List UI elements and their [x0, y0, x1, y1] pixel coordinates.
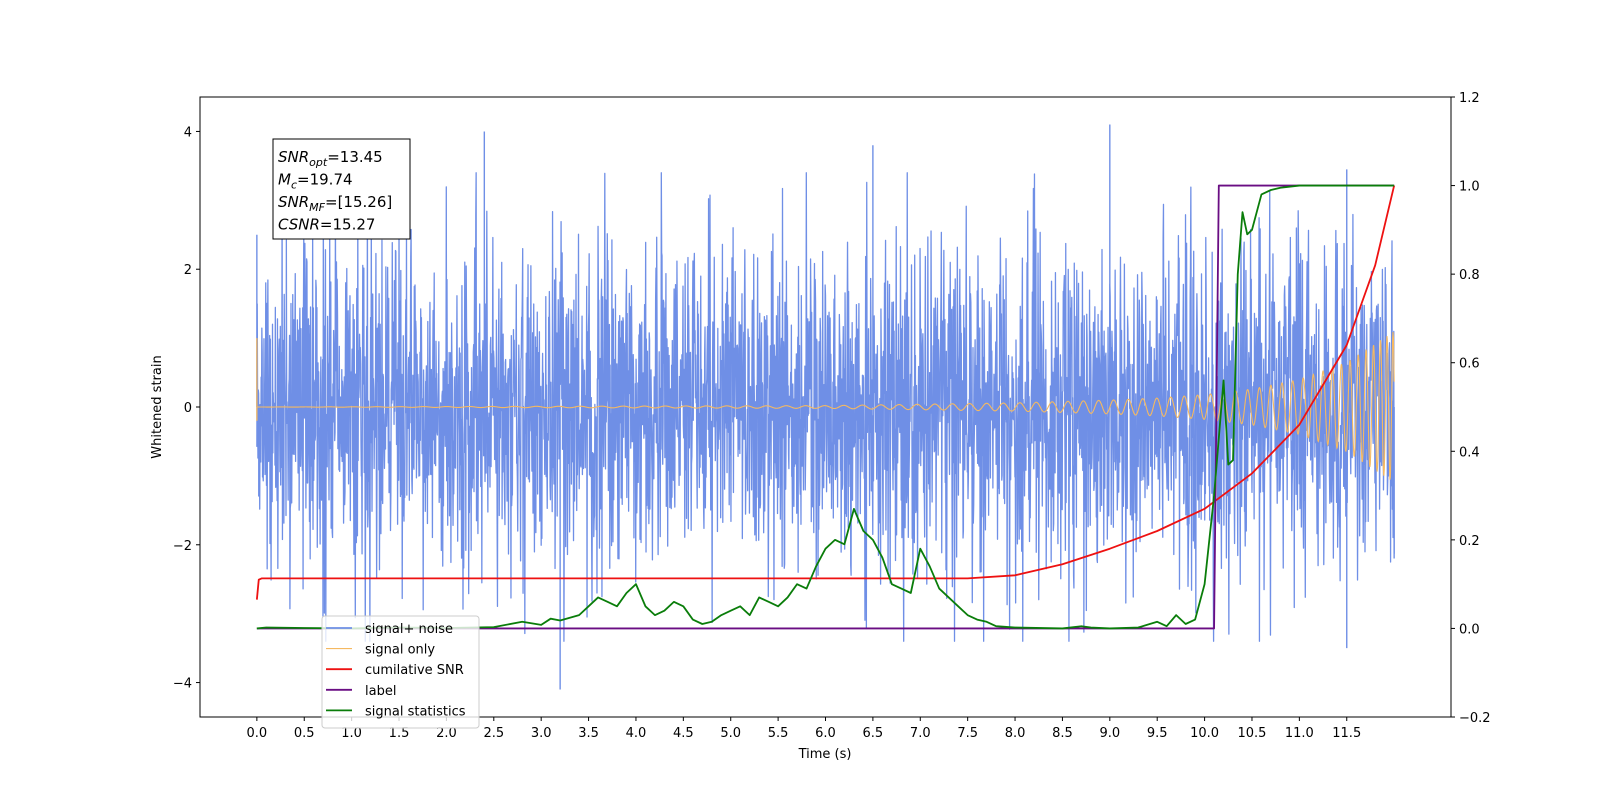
series-signal-noise-line [256, 172, 1395, 642]
x-tick-label: 6.5 [863, 726, 884, 741]
x-tick-label: 6.0 [815, 726, 836, 741]
x-tick-label: 11.5 [1332, 726, 1361, 741]
y2-tick-label: 1.0 [1459, 180, 1480, 195]
series-signal-statistics-line [256, 184, 1395, 630]
y2-tick-label: 0.8 [1459, 268, 1480, 283]
x-tick-label: 5.0 [720, 726, 741, 741]
annotation-line: SNRMF=[15.26] [278, 193, 392, 214]
x-axis: 0.0 0.5 1.0 1.5 2.0 2.5 3.0 3.5 4.0 4.5 5.0 5.5 6.0 6… [247, 717, 1361, 741]
y2-tick-label: −0.2 [1459, 711, 1491, 726]
annotation-line: CSNR=15.27 [278, 216, 375, 234]
y2-tick-label: 0.2 [1459, 534, 1480, 549]
x-tick-label: 3.0 [531, 726, 552, 741]
legend-entry: label [365, 684, 396, 699]
x-tick-label: 4.0 [626, 726, 647, 741]
x-tick-label: 7.0 [910, 726, 931, 741]
y2-tick-label: 0.6 [1459, 357, 1480, 372]
x-tick-label: 5.5 [768, 726, 789, 741]
y2-tick-label: 1.2 [1459, 91, 1480, 106]
y-tick-label: −2 [173, 539, 192, 554]
annotation-line: SNRopt=13.45 [278, 148, 383, 169]
y-tick-label: 2 [184, 263, 192, 278]
legend-entry: signal+ noise [365, 622, 453, 637]
x-tick-label: 10.5 [1238, 726, 1267, 741]
series-layer [255, 124, 1396, 690]
y2-tick-label: 0.0 [1459, 622, 1480, 637]
x-axis-label: Time (s) [798, 747, 852, 762]
x-tick-label: 3.5 [578, 726, 599, 741]
x-tick-label: 7.5 [957, 726, 978, 741]
series-cumilative-snr-line [255, 185, 1396, 600]
x-tick-label: 1.5 [389, 726, 410, 741]
x-tick-label: 8.5 [1052, 726, 1073, 741]
legend-entry: cumilative SNR [365, 663, 464, 678]
y-tick-label: 0 [184, 401, 192, 416]
x-tick-label: 10.0 [1190, 726, 1219, 741]
y-tick-label: −4 [173, 677, 192, 692]
y-axis-left: 4 2 0 −2 −4 [173, 125, 200, 692]
x-tick-label: 4.5 [673, 726, 694, 741]
x-tick-label: 1.0 [341, 726, 362, 741]
x-tick-label: 11.0 [1285, 726, 1314, 741]
y-axis-right: 1.2 1.0 0.8 0.6 0.4 0.2 0.0 −0.2 [1451, 91, 1491, 726]
annotation-line: Mc=19.74 [278, 171, 353, 192]
legend-entry: signal only [365, 643, 435, 658]
annotation-frame [272, 138, 411, 240]
x-tick-label: 9.5 [1147, 726, 1168, 741]
legend-entry: signal statistics [365, 704, 466, 719]
x-tick-label: 8.0 [1005, 726, 1026, 741]
y-axis-label: Whitened strain [150, 355, 165, 458]
x-tick-label: 0.0 [247, 726, 268, 741]
x-tick-label: 0.5 [294, 726, 315, 741]
series-signal-only-line [256, 331, 1395, 480]
x-tick-label: 2.0 [436, 726, 457, 741]
y-tick-label: 4 [184, 125, 192, 140]
x-tick-label: 9.0 [1099, 726, 1120, 741]
legend: signal+ noise signal only cumilative SNR la… [321, 615, 480, 729]
x-tick-label: 2.5 [483, 726, 504, 741]
y2-tick-label: 0.4 [1459, 445, 1480, 460]
legend-frame [321, 615, 480, 729]
